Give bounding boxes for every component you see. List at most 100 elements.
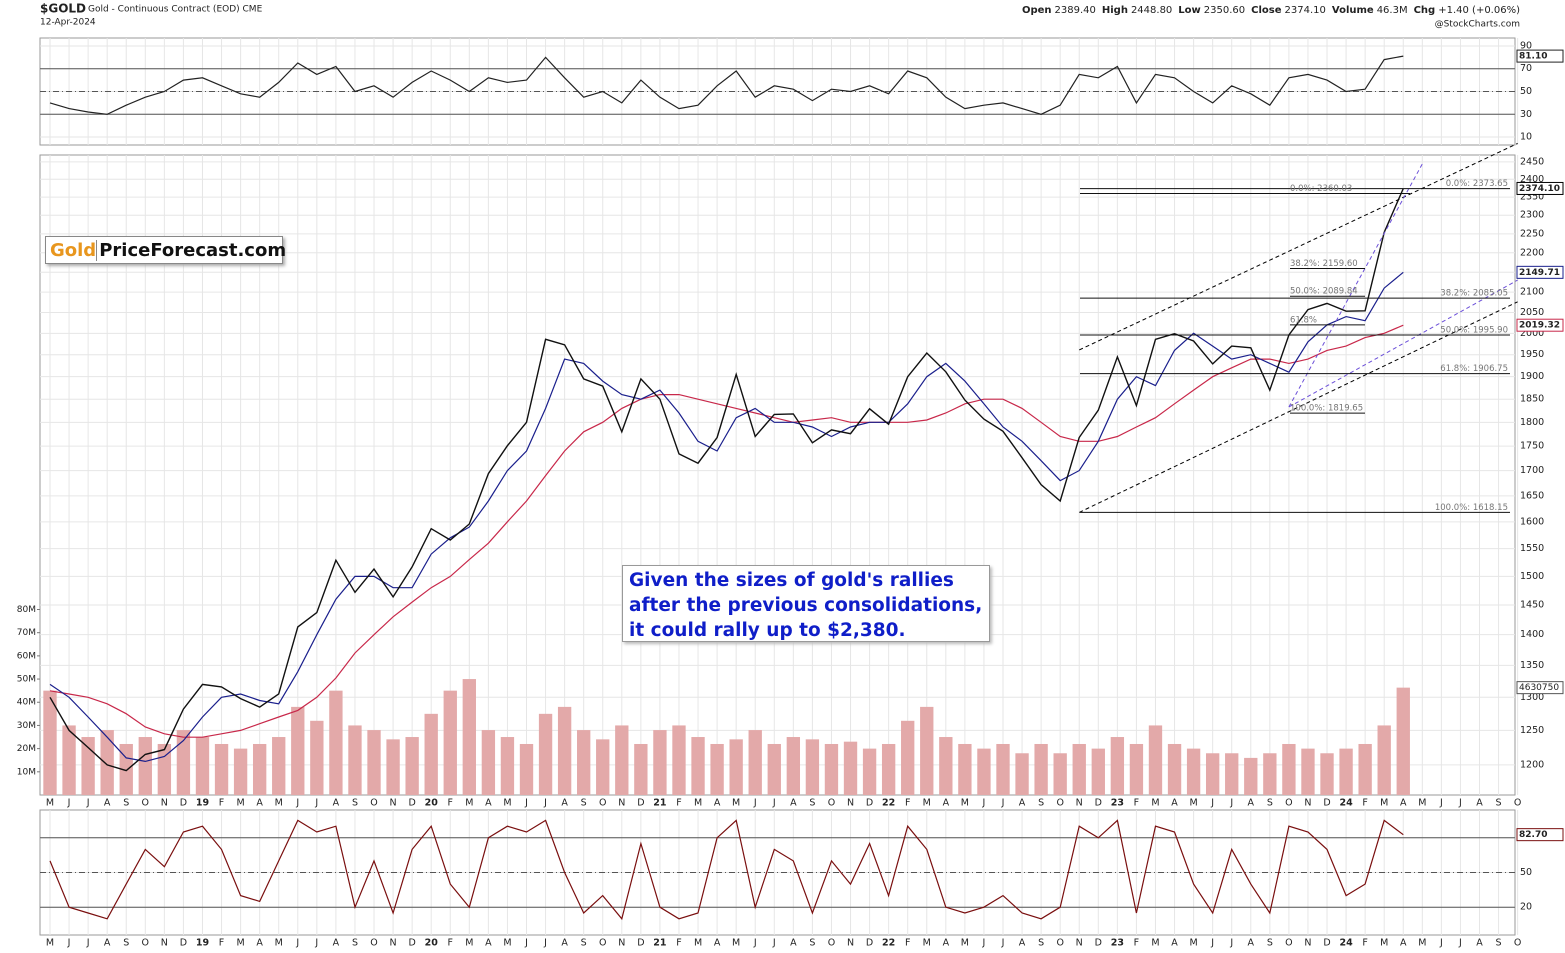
x-tick-label: A (714, 938, 721, 949)
volume-last-box (1516, 681, 1564, 695)
volume-bar (977, 748, 991, 795)
volume-bar (691, 737, 705, 795)
volume-bar (1072, 743, 1086, 795)
x-tick-label: J (1001, 938, 1005, 949)
x-tick-label: D (1323, 938, 1330, 949)
y-tick-label: 1500 (1520, 571, 1544, 582)
volume-bar (195, 737, 210, 795)
x-tick-label: M (465, 938, 473, 949)
x-tick-label: F (1134, 938, 1139, 949)
x-tick-label: A (485, 938, 492, 949)
volume-bar (252, 743, 267, 795)
volume-bar (1301, 748, 1315, 795)
y-tick-label: 70 (1520, 63, 1532, 74)
x-tick-label: O (370, 798, 377, 809)
y-tick-label: 2000 (1520, 328, 1544, 339)
x-tick-label: A (1019, 938, 1026, 949)
x-tick-label: O (1285, 798, 1292, 809)
volume-bar (43, 690, 57, 795)
quote-label: Volume (1332, 5, 1374, 16)
volume-bar (862, 748, 877, 795)
volume-bar (119, 743, 133, 795)
volume-bar (710, 743, 724, 795)
y-tick-label: 1850 (1520, 394, 1544, 405)
last-value-label: 2374.10 (1519, 184, 1560, 194)
last-value-label: 2149.71 (1519, 268, 1560, 278)
volume-bar (805, 739, 820, 795)
quote-value: 2448.80 (1131, 5, 1172, 16)
y-tick-label: 2400 (1520, 174, 1544, 185)
volume-bar (81, 737, 95, 795)
last-value-label: 82.70 (1519, 830, 1547, 840)
x-tick-label: A (104, 938, 111, 949)
x-tick-label: J (1439, 938, 1443, 949)
x-tick-label: S (1496, 798, 1502, 809)
x-tick-label: M (961, 938, 969, 949)
x-tick-label: A (1400, 798, 1407, 809)
x-tick-label: N (847, 938, 854, 949)
volume-bar (62, 725, 76, 795)
x-tick-label: 23 (1111, 798, 1124, 809)
volume-bar (1263, 753, 1277, 795)
volume-bar (939, 737, 953, 795)
fib-label: 61.8% (1290, 315, 1317, 325)
volume-bar (920, 706, 934, 795)
x-tick-label: A (1476, 938, 1483, 949)
x-tick-label: A (1248, 938, 1255, 949)
x-tick-label: S (1496, 938, 1502, 949)
x-tick-label: F (1362, 938, 1367, 949)
x-tick-label: J (314, 938, 318, 949)
volume-bar (634, 743, 648, 795)
x-tick-label: D (408, 798, 415, 809)
fib-label: 50.0%: 2089.84 (1290, 287, 1358, 297)
x-tick-label: J (1229, 798, 1233, 809)
x-tick-label: M (961, 798, 969, 809)
x-tick-label: A (1019, 798, 1026, 809)
last-value-box (1516, 318, 1564, 332)
y-tick-label: 1200 (1520, 759, 1544, 770)
x-tick-label: M (275, 938, 283, 949)
fib-label: 61.8%: 1906.75 (1440, 364, 1508, 374)
x-tick-label: J (1458, 938, 1462, 949)
quote-label: Chg (1414, 5, 1436, 16)
x-tick-label: 20 (425, 798, 439, 809)
y-tick-label: 10 (1520, 132, 1532, 143)
y-tick-label: 2100 (1520, 287, 1544, 298)
y2-tick-label: 50M (17, 675, 36, 685)
x-tick-label: M (503, 798, 511, 809)
x-tick-label: F (676, 798, 681, 809)
x-tick-label: J (524, 798, 528, 809)
volume-bar (443, 690, 457, 795)
y-tick-label: 1950 (1520, 349, 1544, 360)
y2-tick-label: 30M (17, 721, 36, 731)
x-tick-label: A (485, 798, 492, 809)
x-tick-label: D (408, 938, 415, 949)
y-tick-label: 50 (1520, 86, 1532, 97)
volume-bar (767, 743, 781, 795)
x-tick-label: A (104, 798, 111, 809)
logo: Gold PriceForecast.com (45, 236, 287, 264)
x-tick-label: A (256, 938, 263, 949)
x-tick-label: 19 (196, 938, 209, 949)
x-tick-label: O (599, 938, 606, 949)
volume-bar (329, 690, 343, 795)
volume-bar (538, 713, 553, 795)
volume-bar (1034, 743, 1048, 795)
volume-bar (1053, 753, 1067, 795)
x-tick-label: M (1151, 938, 1159, 949)
y-tick-label: 2350 (1520, 192, 1544, 203)
x-tick-label: M (1189, 938, 1197, 949)
x-tick-label: J (295, 798, 299, 809)
x-tick-label: N (1304, 938, 1311, 949)
last-value-label: 81.10 (1519, 52, 1547, 62)
x-tick-label: J (1210, 798, 1214, 809)
x-tick-label: N (1304, 798, 1311, 809)
volume-bar (996, 743, 1010, 795)
x-tick-label: O (1514, 938, 1521, 949)
x-tick-label: J (86, 938, 90, 949)
x-tick-label: M (236, 938, 244, 949)
x-tick-label: A (1248, 798, 1255, 809)
x-tick-label: A (256, 798, 263, 809)
volume-bar (1015, 753, 1029, 795)
x-tick-label: J (772, 798, 776, 809)
